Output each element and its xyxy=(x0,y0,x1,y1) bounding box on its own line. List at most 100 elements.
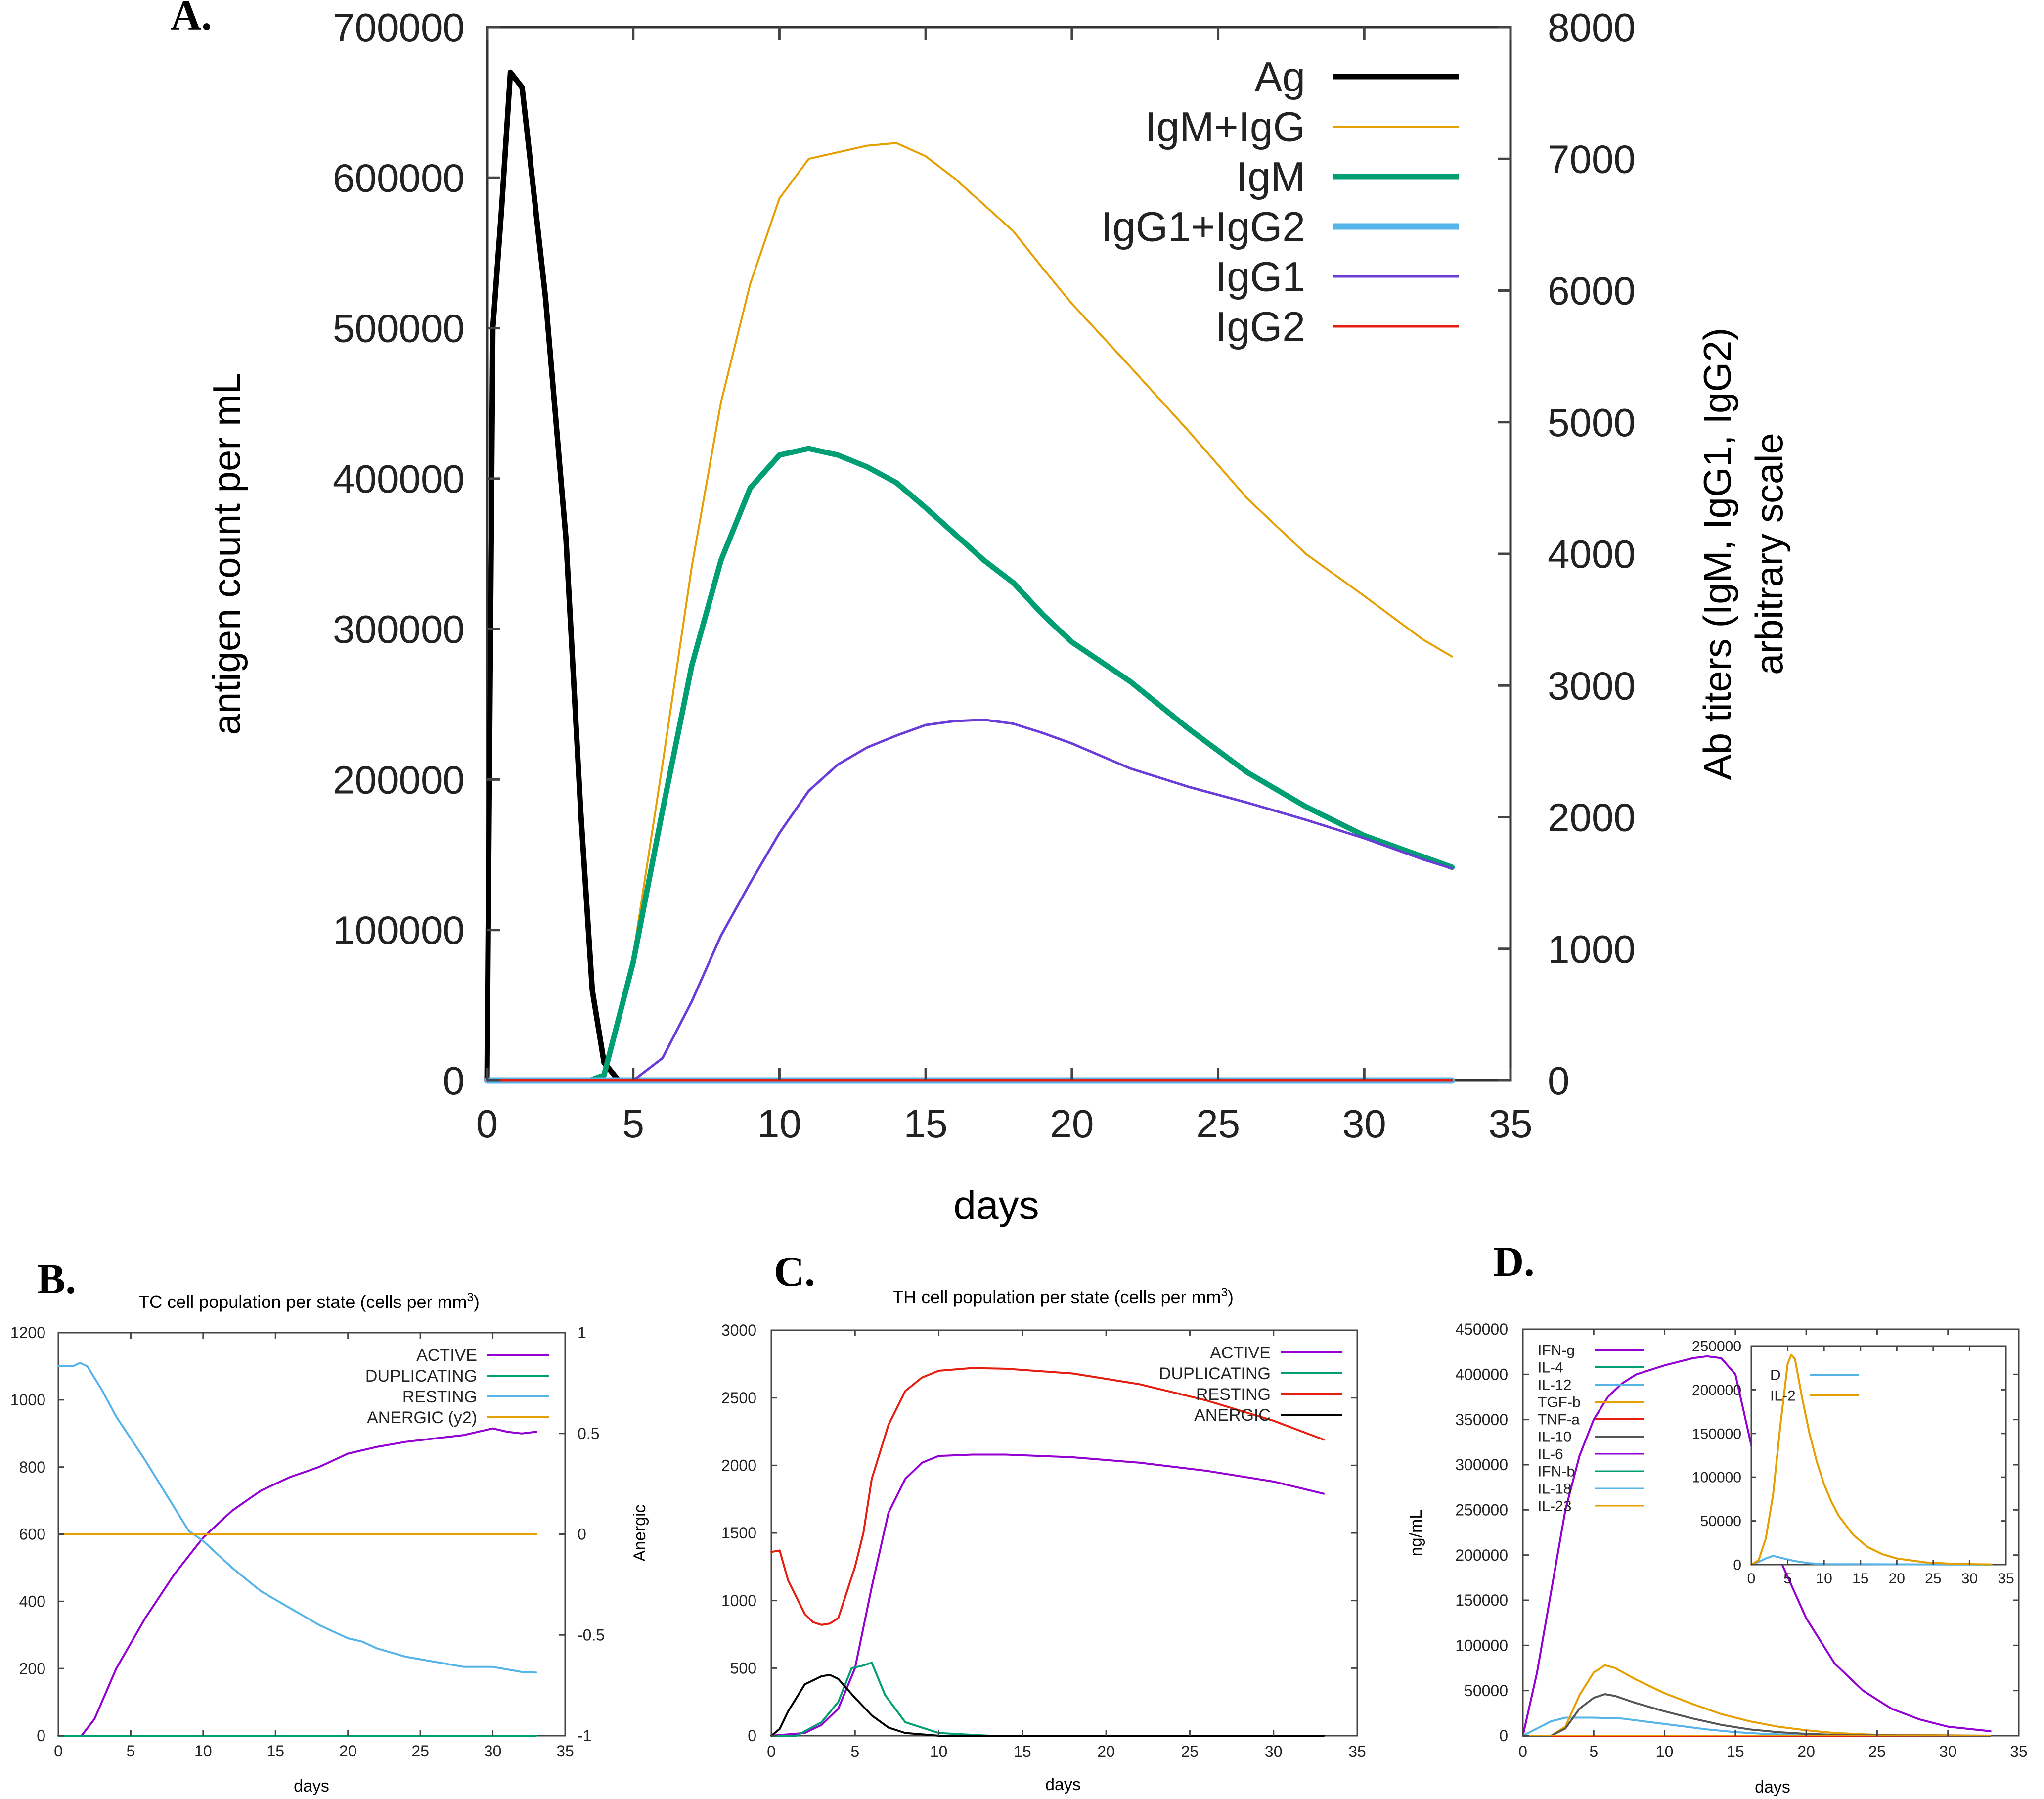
y-tick-label-c: 0 xyxy=(748,1727,756,1745)
y-tick-label-d: 450000 xyxy=(1455,1320,1508,1338)
series-line-di-d xyxy=(1750,1555,1993,1566)
series-line-d-ifn-g xyxy=(1522,1355,1992,1737)
legend-label-d-il-4: IL-4 xyxy=(1538,1360,1563,1376)
panel-c-title: TH cell population per state (cells per … xyxy=(892,1286,1234,1307)
x-tick-label-di: 20 xyxy=(1889,1571,1905,1587)
y-tick-label-d: 0 xyxy=(1499,1727,1508,1745)
y-tick-label-b: 1200 xyxy=(10,1324,45,1342)
legend-label-d-il-10: IL-10 xyxy=(1538,1429,1571,1445)
y-tick-label-d: 100000 xyxy=(1455,1637,1508,1655)
panel-b-x-axis-label: days xyxy=(294,1777,329,1796)
legend-label-d-ifn-b: IFN-b xyxy=(1538,1464,1575,1480)
panel-d-y-axis-label: ng/mL xyxy=(1407,1510,1425,1557)
y-tick-label-d: 150000 xyxy=(1455,1591,1508,1609)
x-tick-label-b: 0 xyxy=(54,1742,63,1760)
series-line-a-igm xyxy=(484,446,1455,1083)
legend-label-b-duplicating: DUPLICATING xyxy=(365,1367,477,1386)
legend-label-b-active: ACTIVE xyxy=(416,1346,477,1365)
y-tick-label-c: 2500 xyxy=(721,1389,756,1407)
y2-tick-label-b: -1 xyxy=(578,1727,591,1745)
y2-tick-label-b: -0.5 xyxy=(578,1626,605,1644)
panel-c: C. TH cell population per state (cells p… xyxy=(721,1248,1366,1794)
legend-label-c-resting: RESTING xyxy=(1196,1385,1271,1404)
y2-tick-label-b: 0 xyxy=(578,1526,586,1543)
y-tick-label-di: 150000 xyxy=(1692,1426,1741,1442)
y-tick-label-d: 50000 xyxy=(1464,1682,1508,1700)
panel-b-y2-axis-label: Anergic xyxy=(630,1504,649,1561)
y-tick-label-a: 600000 xyxy=(333,156,465,200)
x-tick-label-di: 0 xyxy=(1747,1571,1756,1587)
y-tick-label-c: 1500 xyxy=(721,1524,756,1542)
y-tick-label-a: 100000 xyxy=(333,908,465,952)
y-tick-label-c: 1000 xyxy=(721,1592,756,1610)
legend-label-d-il-6: IL-6 xyxy=(1538,1446,1563,1463)
x-tick-label-b: 5 xyxy=(127,1742,135,1760)
x-tick-label-a: 35 xyxy=(1489,1102,1533,1146)
legend-label-a-igm: IgM xyxy=(1236,153,1305,200)
x-tick-label-b: 30 xyxy=(484,1742,502,1760)
y-tick-label-b: 800 xyxy=(19,1458,45,1476)
x-tick-label-a: 25 xyxy=(1196,1102,1240,1146)
panel-d-x-axis-label: days xyxy=(1755,1778,1790,1797)
x-tick-label-b: 10 xyxy=(194,1742,212,1760)
x-tick-label-a: 30 xyxy=(1342,1102,1386,1146)
panel-a-label: A. xyxy=(171,0,212,39)
series-line-d-il-10 xyxy=(1522,1693,1992,1737)
x-tick-label-b: 35 xyxy=(556,1742,574,1760)
x-tick-label-c: 30 xyxy=(1265,1743,1283,1760)
legend-label-a-igg1-igg2: IgG1+IgG2 xyxy=(1101,203,1305,250)
legend-label-a-igm-igg: IgM+IgG xyxy=(1145,103,1305,150)
y-tick-label-a: 300000 xyxy=(333,607,465,651)
y-tick-label-a: 200000 xyxy=(333,758,465,802)
legend-label-d-tgf-b: TGF-b xyxy=(1538,1394,1581,1411)
legend-label-b-anergic-y2: ANERGIC (y2) xyxy=(367,1408,477,1427)
panel-d-label: D. xyxy=(1493,1238,1535,1285)
y-tick-label-di: 200000 xyxy=(1692,1382,1741,1398)
x-tick-label-d: 25 xyxy=(1868,1743,1886,1760)
panel-b-label: B. xyxy=(37,1255,76,1303)
y-tick-label-d: 200000 xyxy=(1455,1546,1508,1564)
panel-b-title: TC cell population per state (cells per … xyxy=(138,1291,480,1312)
x-tick-label-a: 0 xyxy=(476,1102,498,1146)
x-tick-label-c: 35 xyxy=(1348,1743,1366,1760)
y-tick-label-a: 0 xyxy=(443,1059,465,1103)
y-tick-label-b: 600 xyxy=(19,1526,45,1543)
y-tick-label-a: 400000 xyxy=(333,457,465,501)
series-line-di-il-2 xyxy=(1750,1353,1993,1566)
panel-a-y2-axis-label-line2: arbitrary scale xyxy=(1747,433,1791,675)
x-tick-label-di: 35 xyxy=(1998,1571,2014,1587)
y-tick-label-di: 250000 xyxy=(1692,1339,1741,1355)
series-line-a-igm-igg xyxy=(486,142,1453,1081)
series-line-c-active xyxy=(770,1453,1325,1737)
series-line-d-tgf-b xyxy=(1522,1664,1992,1737)
panel-a-y-axis-label: antigen count per mL xyxy=(205,373,248,735)
y2-tick-label-b: 1 xyxy=(578,1324,586,1342)
x-tick-label-d: 0 xyxy=(1518,1743,1527,1760)
y-tick-label-di: 0 xyxy=(1733,1557,1741,1574)
panel-a: A. 0 5 10 15 20 25 30 35 0 100000 200000 300000 4000… xyxy=(171,0,1791,1228)
x-tick-label-c: 20 xyxy=(1097,1743,1115,1760)
y-tick-label-b: 200 xyxy=(19,1660,45,1677)
legend-label-d-tnf-a: TNF-a xyxy=(1538,1412,1580,1428)
x-tick-label-d: 35 xyxy=(2010,1743,2028,1760)
legend-label-di-il-2: IL-2 xyxy=(1770,1388,1796,1404)
x-tick-label-di: 10 xyxy=(1816,1571,1832,1587)
y-tick-label-a: 500000 xyxy=(333,307,465,351)
y-tick-label-d: 400000 xyxy=(1455,1366,1508,1384)
x-tick-label-di: 25 xyxy=(1925,1571,1941,1587)
series-line-d-il-12 xyxy=(1522,1716,1992,1737)
x-tick-label-a: 5 xyxy=(622,1102,644,1146)
y2-tick-label-a: 2000 xyxy=(1548,796,1636,840)
x-tick-label-c: 25 xyxy=(1181,1743,1199,1760)
y-tick-label-di: 50000 xyxy=(1700,1513,1741,1529)
legend-label-di-d: D xyxy=(1770,1367,1781,1384)
x-tick-label-a: 20 xyxy=(1050,1102,1094,1146)
y-tick-label-d: 300000 xyxy=(1455,1456,1508,1474)
legend-label-d-il-12: IL-12 xyxy=(1538,1377,1571,1394)
panel-c-label: C. xyxy=(774,1248,815,1295)
y-tick-label-a: 700000 xyxy=(333,5,465,49)
series-line-b-resting xyxy=(57,1362,537,1674)
y2-tick-label-a: 6000 xyxy=(1548,269,1636,313)
y2-tick-label-a: 7000 xyxy=(1548,137,1636,181)
